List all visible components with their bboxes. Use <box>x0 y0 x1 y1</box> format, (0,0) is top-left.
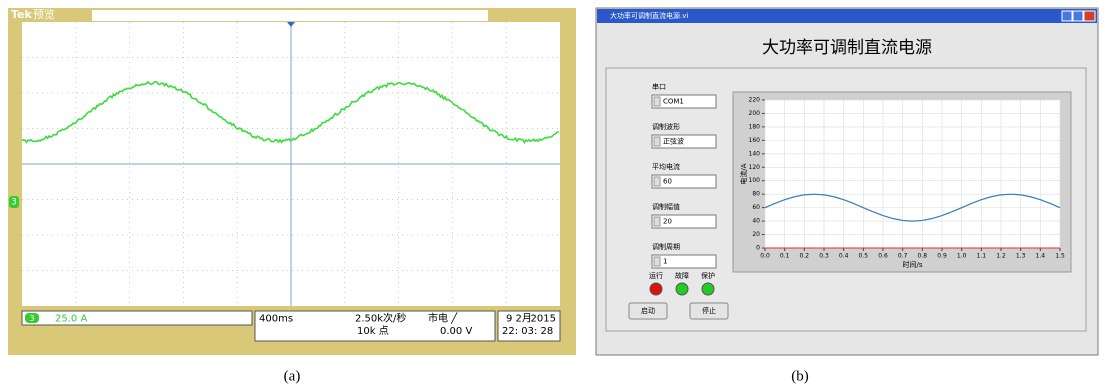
led <box>650 283 662 295</box>
record-length: 10k 点 <box>357 325 389 337</box>
y-tick-label: 60 <box>752 204 760 211</box>
x-tick-label: 0.7 <box>898 253 908 260</box>
y-tick-label: 100 <box>749 177 761 184</box>
spinner[interactable] <box>654 257 660 266</box>
y-tick-label: 220 <box>749 97 761 104</box>
x-tick-label: 1.0 <box>957 253 967 260</box>
y-tick-label: 180 <box>749 123 761 130</box>
channel: 3 <box>29 314 34 323</box>
y-tick-label: 0 <box>756 245 760 252</box>
brand: Tek <box>11 8 33 21</box>
control-value: 60 <box>663 178 672 186</box>
control-label: 调制幅值 <box>652 202 680 211</box>
control-value: COM1 <box>663 98 684 106</box>
control-box[interactable] <box>652 175 716 188</box>
spinner[interactable] <box>654 217 660 226</box>
channel-marker: 3 <box>11 198 17 208</box>
heading: 大功率可调制直流电源 <box>762 38 932 58</box>
x-tick-label: 0.0 <box>760 253 770 260</box>
timebase: 400ms <box>259 314 293 325</box>
year: 2015 <box>531 314 556 325</box>
control-box[interactable] <box>652 95 716 108</box>
y-tick-label: 20 <box>752 231 760 238</box>
trigger: 市电 ╱ <box>428 312 458 325</box>
x-tick-label: 1.5 <box>1055 253 1065 260</box>
x-tick-label: 0.4 <box>839 253 849 260</box>
x-tick-label: 0.5 <box>859 253 869 260</box>
y-tick-label: 120 <box>749 164 761 171</box>
control-value: 20 <box>663 218 672 226</box>
x-tick-label: 0.3 <box>819 253 829 260</box>
plot-area <box>765 100 1060 248</box>
control-value: 正弦波 <box>663 137 684 146</box>
led-label: 运行 <box>649 271 663 280</box>
minimize-button[interactable] <box>1062 11 1072 21</box>
x-tick-label: 1.4 <box>1036 253 1046 260</box>
window-title: 大功率可调制直流电源.vi <box>610 11 688 20</box>
y-tick-label: 160 <box>749 137 761 144</box>
button-label: 停止 <box>702 306 716 315</box>
x-tick-label: 1.2 <box>996 253 1006 260</box>
maximize-button[interactable] <box>1073 11 1083 21</box>
spinner[interactable] <box>654 137 660 146</box>
caption: (b) <box>791 368 809 384</box>
control-box[interactable] <box>652 255 716 268</box>
y-tick-label: 200 <box>749 110 761 117</box>
close-button[interactable] <box>1084 11 1095 21</box>
trigger-level: 0.00 V <box>440 326 472 337</box>
y-axis-label: 电流/A <box>739 163 748 184</box>
scope-top-bar <box>92 10 488 21</box>
button-label: 启动 <box>641 306 655 315</box>
channel-scale: 25.0 A <box>55 314 87 325</box>
x-axis-label: 时间/s <box>902 260 922 269</box>
control-label: 串口 <box>652 83 666 91</box>
mode: 预览 <box>33 7 55 21</box>
y-tick-label: 140 <box>749 150 761 157</box>
control-label: 调制波形 <box>652 122 680 131</box>
x-tick-label: 1.1 <box>977 253 987 260</box>
y-tick-label: 80 <box>752 191 760 198</box>
y-tick-label: 40 <box>752 218 760 225</box>
led <box>676 283 688 295</box>
figure: Tek 预览 3 3 25.0 A 400ms 2.50k次/秒 10k 点 市… <box>0 0 1110 389</box>
x-tick-label: 0.8 <box>918 253 928 260</box>
control-label: 平均电流 <box>652 162 680 171</box>
sample-rate: 2.50k次/秒 <box>355 312 406 325</box>
date: 9 2月 <box>506 313 532 325</box>
led-label: 保护 <box>701 271 715 280</box>
x-tick-label: 0.2 <box>800 253 810 260</box>
x-tick-label: 1.3 <box>1016 253 1026 260</box>
spinner[interactable] <box>654 97 660 106</box>
led-label: 故障 <box>675 271 689 280</box>
x-tick-label: 0.6 <box>878 253 888 260</box>
spinner[interactable] <box>654 177 660 186</box>
control-label: 调制周期 <box>652 242 680 251</box>
led <box>702 283 714 295</box>
caption: (a) <box>284 368 301 384</box>
time: 22: 03: 28 <box>502 326 553 337</box>
control-box[interactable] <box>652 215 716 228</box>
control-value: 1 <box>663 258 667 266</box>
x-tick-label: 0.9 <box>937 253 947 260</box>
x-tick-label: 0.1 <box>780 253 790 260</box>
control-box[interactable] <box>652 135 716 148</box>
